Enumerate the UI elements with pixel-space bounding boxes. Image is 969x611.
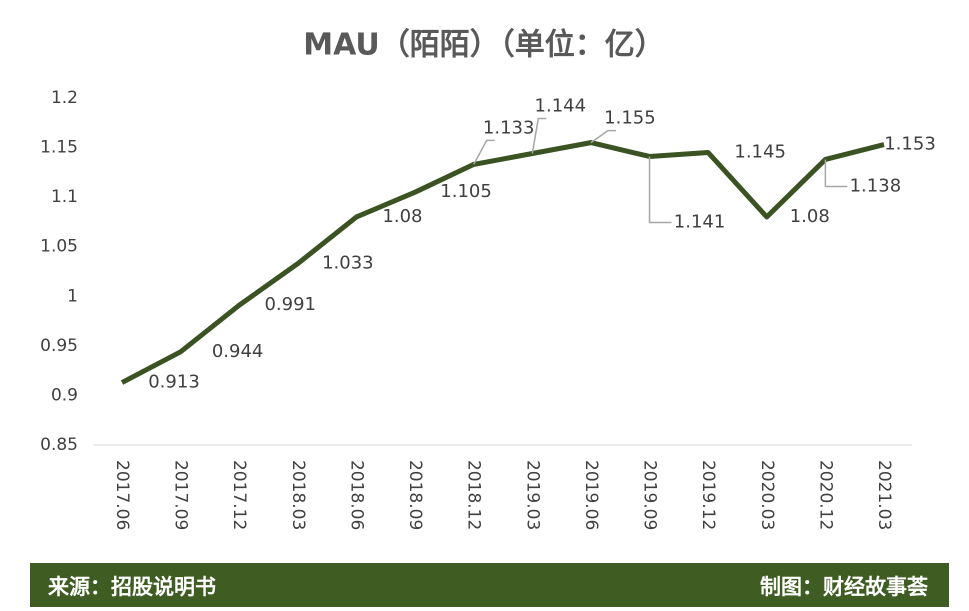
footer-credit: 制图：财经故事荟 (760, 575, 929, 599)
data-label: 1.155 (604, 108, 656, 129)
x-tick-label: 2017.06 (112, 460, 132, 530)
data-label: 1.08 (382, 206, 422, 227)
data-label: 1.144 (535, 96, 587, 117)
y-tick-label: 1 (67, 286, 78, 306)
y-tick-label: 1.15 (40, 138, 78, 158)
data-label: 1.145 (734, 142, 786, 163)
leader-line (531, 117, 547, 154)
data-label: 0.991 (264, 294, 316, 315)
y-tick-label: 1.1 (51, 187, 78, 207)
x-tick-label: 2017.12 (229, 460, 249, 530)
chart-title: MAU（陌陌）（单位：亿） (303, 28, 665, 63)
y-tick-label: 0.9 (51, 385, 78, 405)
data-label: 1.153 (884, 134, 936, 155)
x-tick-label: 2019.09 (640, 460, 660, 530)
data-label: 1.033 (322, 253, 374, 274)
data-label: 0.944 (212, 341, 264, 362)
y-tick-label: 1.2 (51, 88, 78, 108)
x-tick-label: 2020.03 (757, 460, 777, 530)
data-label: 1.138 (850, 175, 902, 196)
x-tick-label: 2018.06 (346, 460, 366, 530)
x-tick-label: 2020.12 (815, 460, 835, 530)
leader-line (824, 159, 848, 188)
y-tick-label: 0.95 (40, 336, 78, 356)
data-label: 1.105 (440, 181, 492, 202)
y-tick-label: 0.85 (40, 435, 78, 455)
x-tick-label: 2018.03 (288, 460, 308, 530)
line-series (120, 140, 885, 385)
data-label: 1.141 (674, 211, 726, 232)
data-label: 1.133 (483, 117, 535, 138)
footer-source: 来源：招股说明书 (48, 575, 216, 599)
x-tick-label: 2018.09 (405, 460, 425, 530)
leader-line (590, 129, 616, 144)
x-tick-label: 2019.12 (698, 460, 718, 530)
x-tick-label: 2019.06 (581, 460, 601, 530)
data-label: 1.08 (790, 206, 830, 227)
x-tick-label: 2017.09 (171, 460, 191, 530)
x-tick-label: 2021.03 (874, 460, 894, 530)
x-tick-label: 2018.12 (464, 460, 484, 530)
footer-bar (30, 563, 949, 607)
data-label: 0.913 (148, 372, 200, 393)
x-tick-label: 2019.03 (522, 460, 542, 530)
leader-line (473, 139, 495, 165)
leader-line (648, 156, 672, 224)
y-tick-label: 1.05 (40, 237, 78, 257)
